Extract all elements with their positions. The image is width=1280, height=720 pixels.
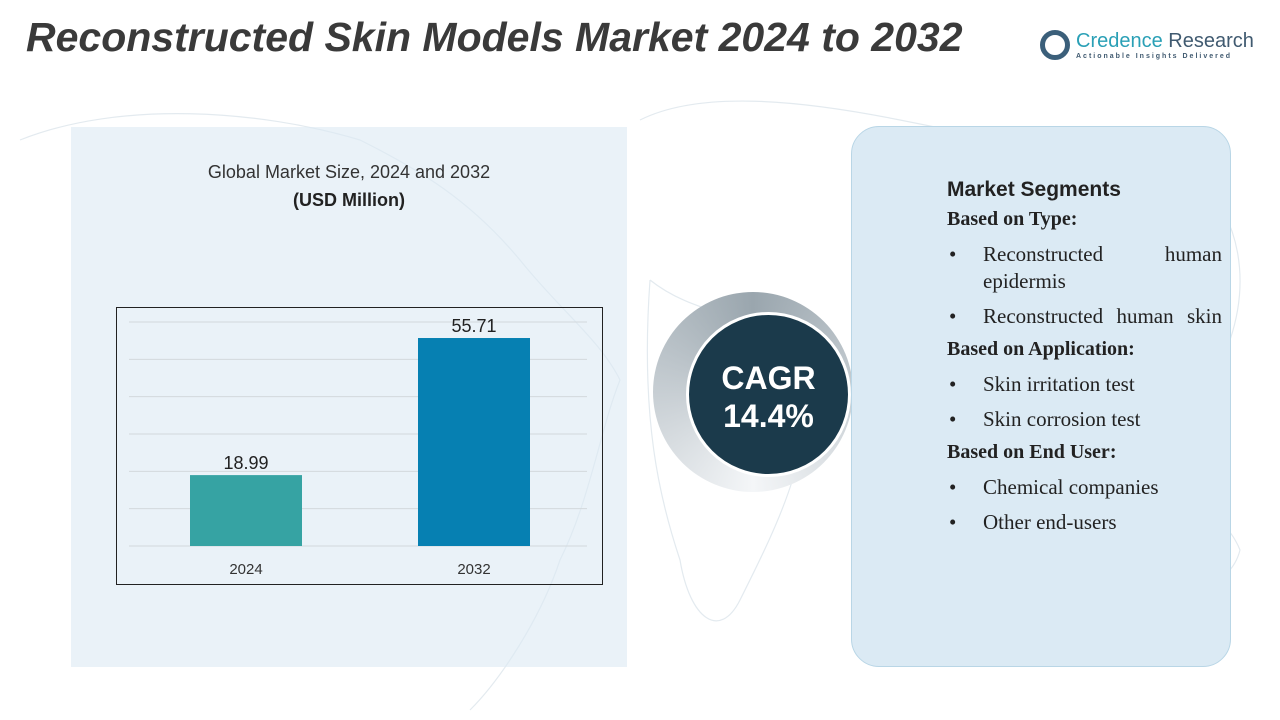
x-tick-label: 2032 [457,561,490,578]
segment-item: Other end-users [947,509,1222,536]
credence-research-logo: Credence Research Actionable Insights De… [1040,30,1254,60]
segment-group-title: Based on End User: [947,441,1117,463]
cagr-value: 14.4% [723,398,814,434]
data-label: 18.99 [223,453,268,473]
market-segments: Market Segments Based on Type: Reconstru… [947,178,1222,544]
logo-name-1: Credence [1076,30,1163,52]
segments-heading: Market Segments [947,178,1121,201]
segment-item: Skin irritation test [947,371,1222,398]
logo-name-2: Research [1168,30,1254,52]
segment-item: Chemical companies [947,474,1222,501]
page-title: Reconstructed Skin Models Market 2024 to… [26,14,963,60]
segment-group-title: Based on Application: [947,338,1135,360]
chart-svg: 18.99 2024 55.71 2032 [129,316,587,578]
segment-item: Reconstructed human skin [947,303,1222,330]
cagr-badge: CAGR 14.4% [686,312,851,477]
segment-item: Reconstructed human epidermis [947,241,1222,295]
segment-item: Skin corrosion test [947,406,1222,433]
x-tick-label: 2024 [229,561,262,578]
chart-title: Global Market Size, 2024 and 2032 [207,162,491,182]
data-label: 55.71 [451,316,496,336]
segment-group-title: Based on Type: [947,208,1078,230]
chart-subtitle: (USD Million) [293,190,405,210]
cagr-label: CAGR [721,360,816,396]
bar-chart: 18.99 2024 55.71 2032 [116,307,603,585]
bar-2024 [190,475,302,546]
logo-tagline: Actionable Insights Delivered [1076,53,1233,60]
bar-2032 [418,338,530,546]
logo-chart-icon [1040,30,1070,60]
